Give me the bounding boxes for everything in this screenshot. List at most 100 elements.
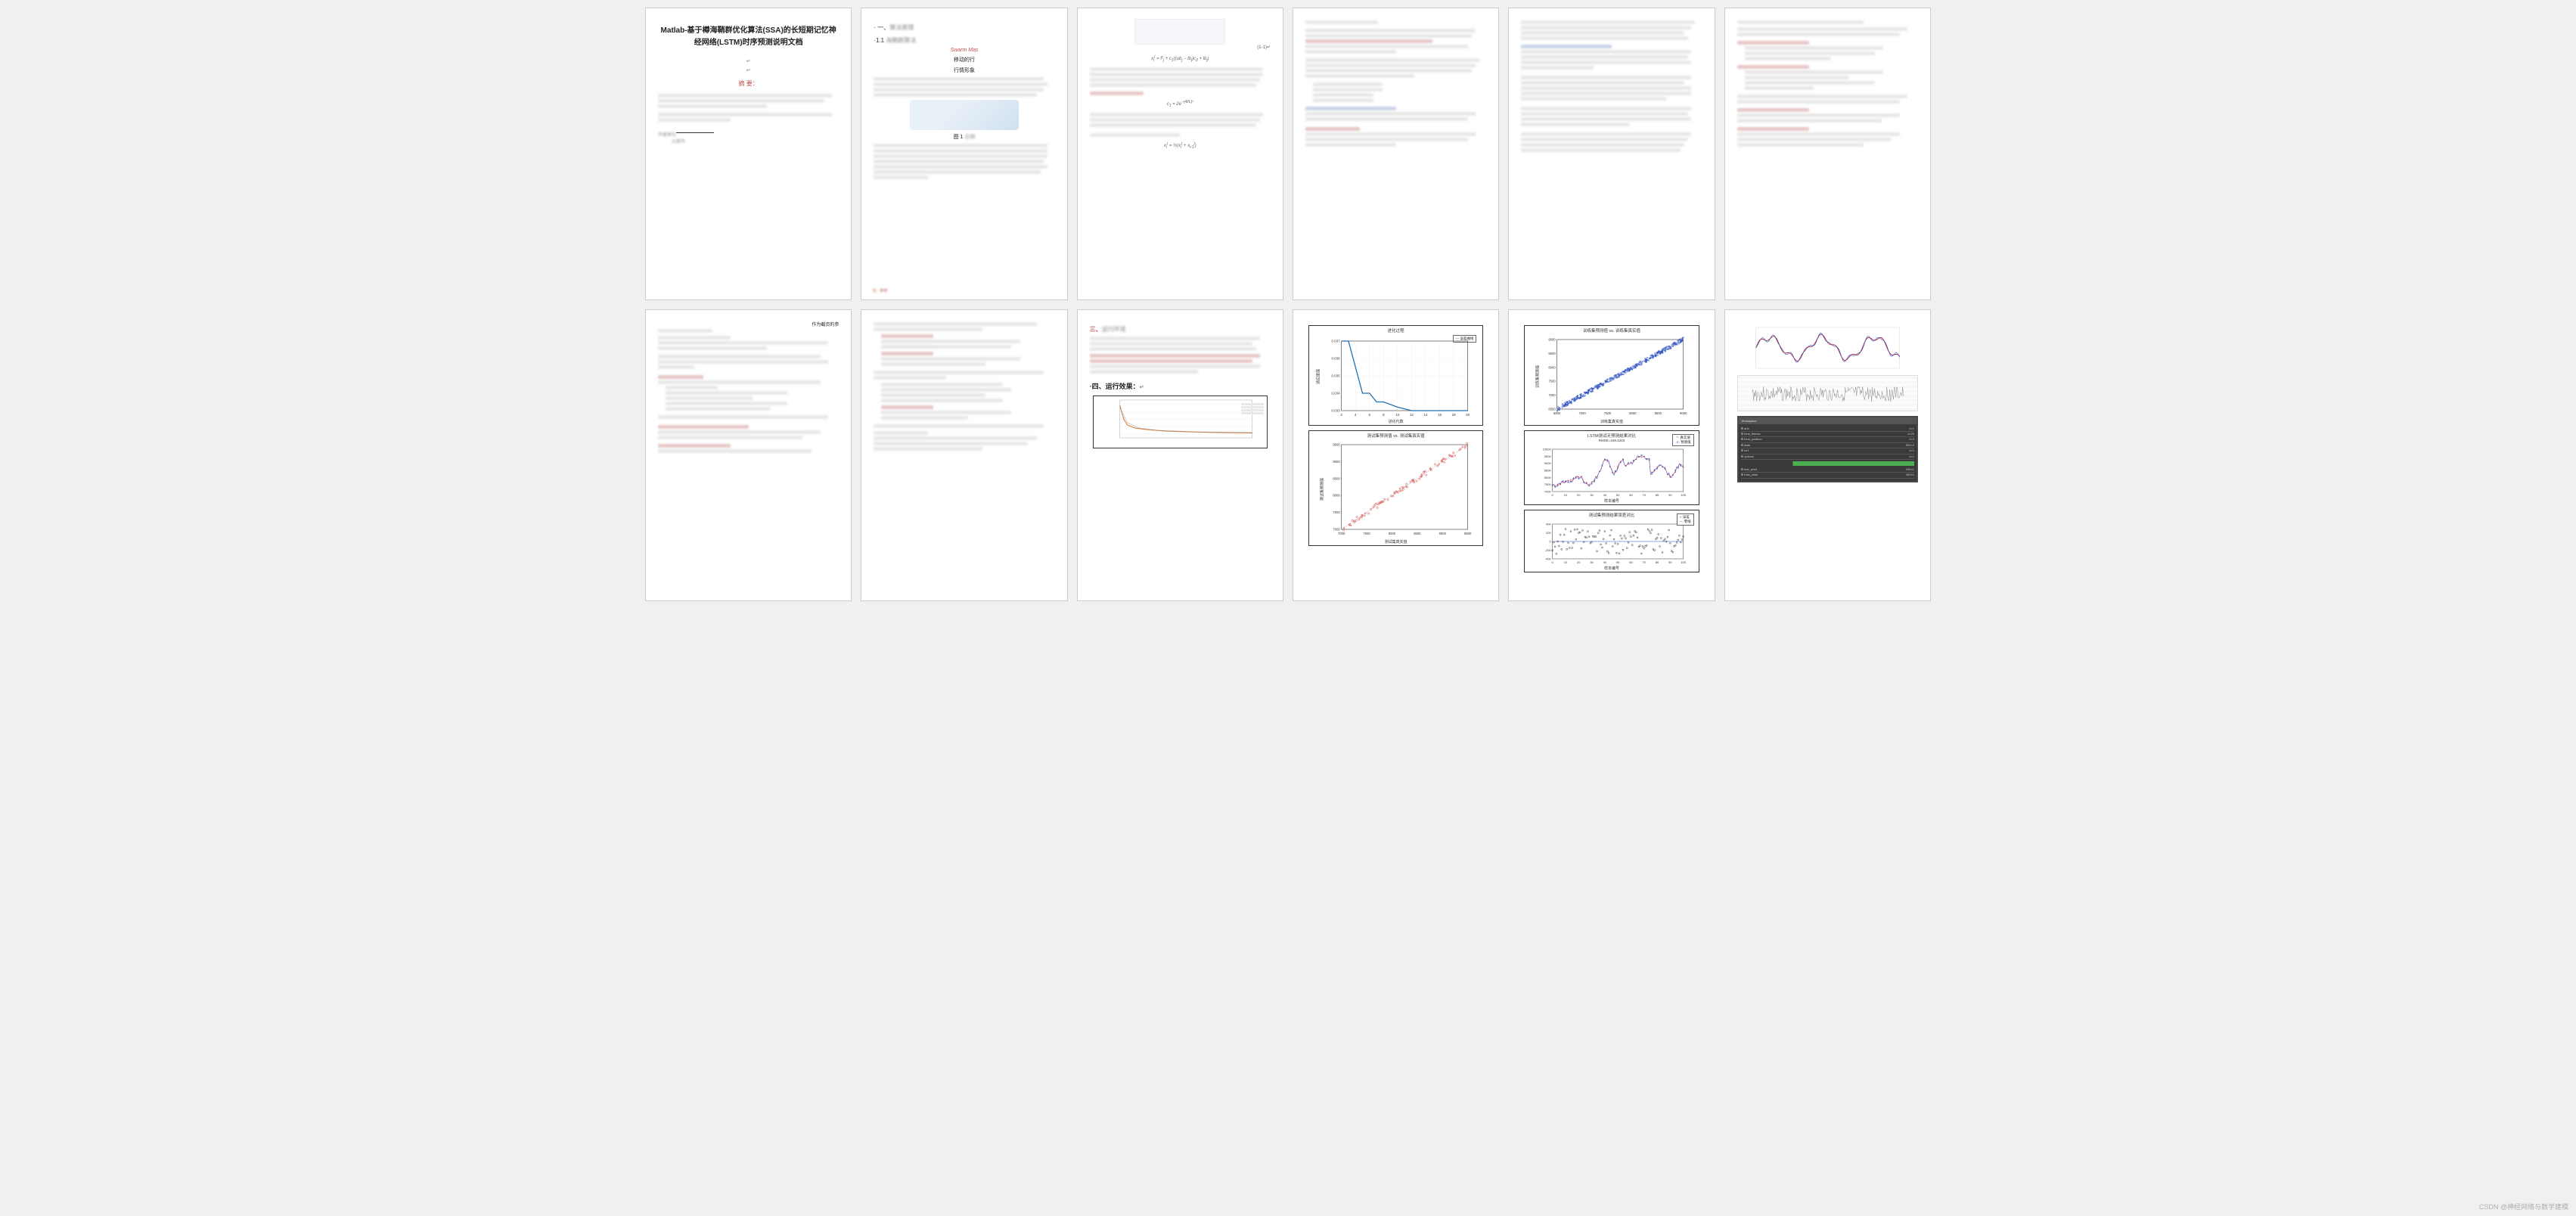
page-8	[861, 309, 1067, 602]
page-5	[1508, 8, 1715, 300]
svg-text:80: 80	[1656, 560, 1659, 564]
train-scatter-chart: 训练集预测值 vs. 训练集真实值 训练集预测值 650065007000700…	[1524, 325, 1699, 426]
loss-chart	[1093, 396, 1268, 448]
lstm-compare-chart: LSTM测试无预测结果对比RMSE=159.4203 -*- 真实值 -o- 预…	[1524, 430, 1699, 505]
page-7: 作为截页的参	[645, 309, 852, 602]
chartE-title: 测试集预测结果误差对比	[1525, 510, 1698, 520]
svg-text:9000: 9000	[1680, 411, 1687, 415]
svg-text:90: 90	[1668, 560, 1672, 564]
svg-text:8000: 8000	[1544, 475, 1552, 479]
chartA-plot: 24681012141618200.0330.0340.0350.0360.03…	[1309, 335, 1482, 418]
svg-text:7500: 7500	[1363, 532, 1370, 535]
svg-text:8500: 8500	[1414, 532, 1421, 535]
chartB-xlabel: 测试集真实值	[1309, 538, 1482, 545]
svg-text:0: 0	[1552, 493, 1554, 497]
chartE-xlabel: 样本编号	[1525, 565, 1698, 572]
svg-text:20: 20	[1577, 560, 1581, 564]
svg-text:8500: 8500	[1655, 411, 1662, 415]
section-1: · 一、算法原理	[874, 23, 1054, 32]
matlab-var-list: ⊞ ans1×1 ⊞ best_fitness1×20 ⊞ best_posit…	[1739, 424, 1916, 481]
swarm-red: Swarm Mas	[874, 48, 1054, 53]
page-11: 训练集预测值 vs. 训练集真实值 训练集预测值 650065007000700…	[1508, 309, 1715, 602]
svg-text:10: 10	[1564, 560, 1568, 564]
svg-text:6500: 6500	[1553, 411, 1561, 415]
svg-text:0.035: 0.035	[1331, 374, 1340, 377]
svg-text:0.036: 0.036	[1331, 356, 1340, 360]
svg-text:50: 50	[1616, 560, 1620, 564]
sub-caption: 移动的行	[874, 56, 1054, 64]
formula: xij = ½(xij + xi-1j)	[1090, 141, 1271, 150]
test-scatter-chart: 测试集预测值 vs. 测试集真实值 测试集预测值 700070007500750…	[1308, 430, 1483, 546]
svg-text:0.034: 0.034	[1331, 391, 1340, 395]
svg-text:8000: 8000	[1333, 493, 1340, 497]
svg-text:20: 20	[1466, 413, 1470, 417]
chartF-plot	[1740, 325, 1915, 371]
crlf-mark: ↵	[658, 58, 839, 64]
chartA-ylabel: 适应度值	[1316, 369, 1321, 384]
page-grid: Matlab-基于樽海鞘群优化算法(SSA)的长短期记忆神经网络(LSTM)时序…	[645, 8, 1931, 601]
svg-text:0.033: 0.033	[1331, 408, 1340, 412]
page-1: Matlab-基于樽海鞘群优化算法(SSA)的长短期记忆神经网络(LSTM)时序…	[645, 8, 852, 300]
chartB-plot: 7000700075007500800080008500850090009000…	[1309, 440, 1482, 538]
matlab-header: Workspace	[1739, 417, 1916, 424]
svg-text:16: 16	[1438, 413, 1442, 417]
svg-text:9500: 9500	[1464, 532, 1472, 535]
page-9: 三、三、运行环境：运行环境 ·四、运行效果：↵	[1077, 309, 1283, 602]
svg-text:7000: 7000	[1338, 532, 1345, 535]
svg-text:200: 200	[1546, 531, 1551, 535]
svg-text:8000: 8000	[1389, 532, 1396, 535]
crlf-mark: ↵	[658, 67, 839, 73]
svg-text:60: 60	[1630, 493, 1634, 497]
page-12: Workspace ⊞ ans1×1 ⊞ best_fitness1×20 ⊞ …	[1724, 309, 1931, 602]
svg-text:20: 20	[1577, 493, 1581, 497]
page-4	[1293, 8, 1499, 300]
chartC-title: 训练集预测值 vs. 训练集真实值	[1525, 326, 1698, 335]
svg-text:30: 30	[1591, 493, 1594, 497]
svg-text:8500: 8500	[1544, 468, 1552, 472]
svg-text:7000: 7000	[1333, 527, 1340, 531]
svg-text:400: 400	[1546, 522, 1551, 526]
svg-text:9500: 9500	[1333, 442, 1340, 446]
chartA-xlabel: 进化代数	[1309, 418, 1482, 425]
svg-text:8500: 8500	[1549, 352, 1556, 355]
svg-text:50: 50	[1616, 493, 1620, 497]
svg-text:8000: 8000	[1630, 411, 1637, 415]
svg-text:40: 40	[1603, 493, 1607, 497]
handnote: 作为截页的参	[658, 321, 839, 327]
svg-text:9000: 9000	[1544, 461, 1552, 465]
section-run-env: 三、三、运行环境：运行环境	[1090, 325, 1271, 333]
chartD-plot: 0102030405060708090100700075008000850090…	[1525, 445, 1698, 498]
svg-text:7500: 7500	[1604, 411, 1612, 415]
svg-text:100: 100	[1681, 560, 1687, 564]
chartA-title: 进化过程	[1309, 326, 1482, 335]
sub-caption-b: 行情形象	[874, 67, 1054, 74]
svg-text:7000: 7000	[1579, 411, 1587, 415]
svg-text:30: 30	[1591, 560, 1594, 564]
svg-text:2: 2	[1340, 413, 1342, 417]
svg-text:40: 40	[1603, 560, 1607, 564]
svg-text:-200: -200	[1545, 548, 1552, 552]
svg-text:10000: 10000	[1543, 447, 1552, 451]
formula: xij = Fj + c1((ubj − lbj)c2 + lbj)	[1090, 54, 1271, 63]
illustration-thumb	[910, 100, 1019, 130]
svg-text:0: 0	[1552, 560, 1554, 564]
chartE-legend: ○ 误差 — 零线	[1677, 513, 1694, 526]
section-1-1: ·1.1 海鞘群算法	[874, 36, 1054, 45]
chartB-ylabel: 测试集预测值	[1320, 478, 1325, 501]
chartC-xlabel: 训练集真实值	[1525, 418, 1698, 425]
page-2: · 一、算法原理 ·1.1 海鞘群算法 Swarm Mas 移动的行 行情形象 …	[861, 8, 1067, 300]
svg-text:0: 0	[1550, 539, 1552, 543]
svg-text:18: 18	[1452, 413, 1457, 417]
chartC-plot: 6500650070007000750075008000800085008500…	[1525, 335, 1698, 418]
svg-text:8: 8	[1383, 413, 1385, 417]
svg-text:6: 6	[1369, 413, 1371, 417]
evolution-chart: 进化过程 — 误差曲线 适应度值 24681012141618200.0330.…	[1308, 325, 1483, 426]
svg-text:7000: 7000	[1549, 393, 1556, 397]
chartE-plot: -400-20002004000102030405060708090100	[1525, 520, 1698, 565]
progress-bar	[1741, 461, 1914, 466]
svg-text:9000: 9000	[1549, 337, 1556, 341]
chartB-title: 测试集预测值 vs. 测试集真实值	[1309, 431, 1482, 440]
svg-text:0.037: 0.037	[1331, 339, 1340, 343]
chartD-xlabel: 样本编号	[1525, 498, 1698, 504]
page-3: (1-1)↵ xij = Fj + c1((ubj − lbj)c2 + lbj…	[1077, 8, 1283, 300]
